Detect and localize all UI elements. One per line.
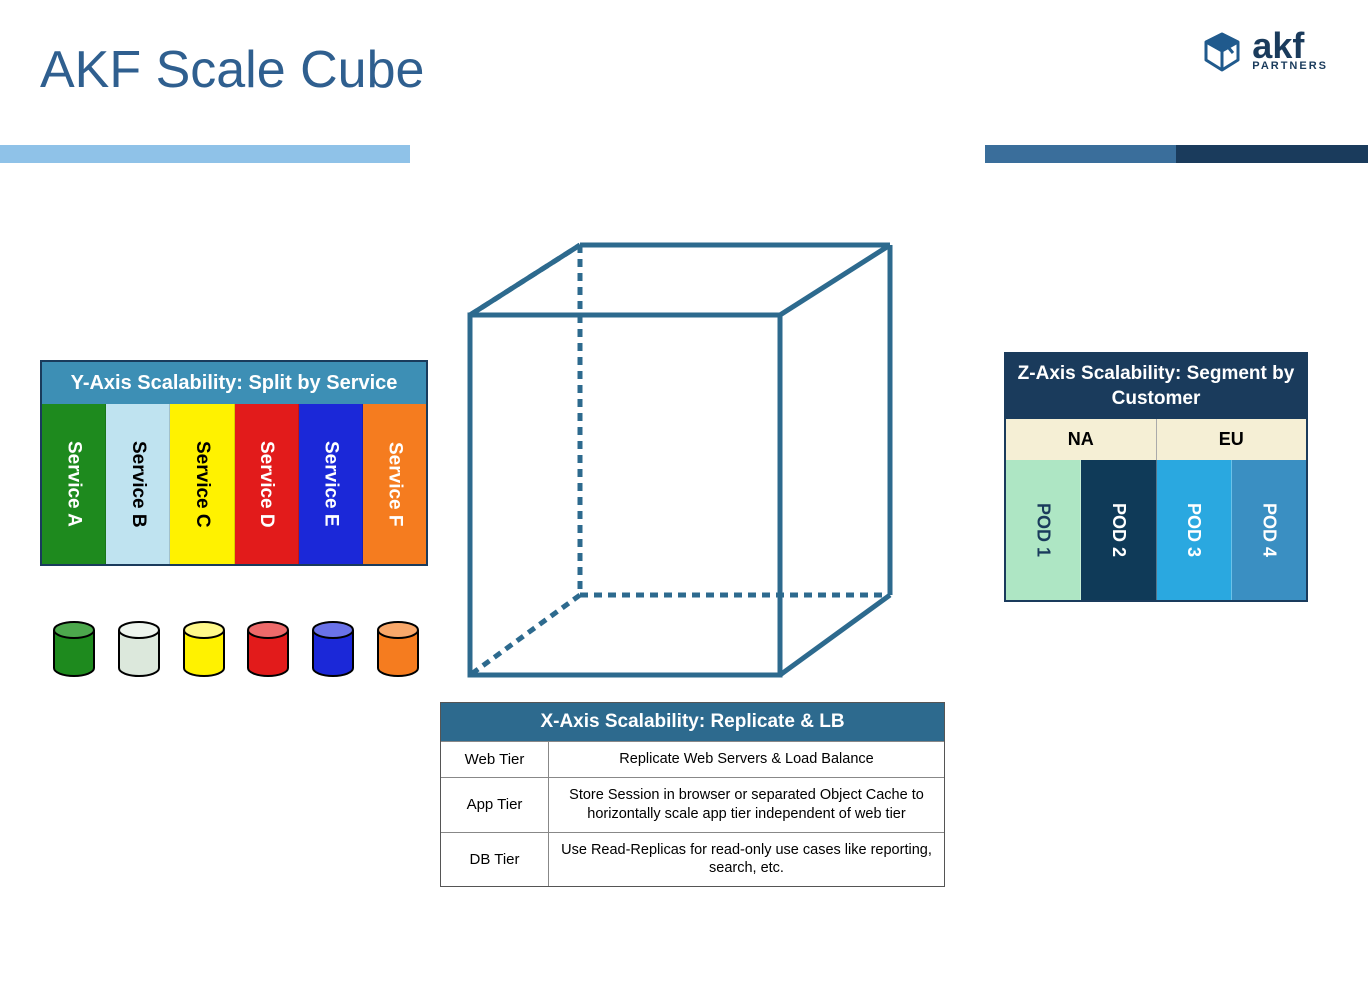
database-cylinder-icon (309, 620, 357, 678)
pod-label: POD 2 (1108, 503, 1129, 557)
x-row-label: Web Tier (441, 742, 549, 777)
divider-bar (0, 145, 1368, 163)
z-axis-header: Z-Axis Scalability: Segment by Customer (1006, 354, 1306, 419)
database-cylinder-icon (115, 620, 163, 678)
pod-label: POD 4 (1258, 503, 1279, 557)
database-cylinder-icon (244, 620, 292, 678)
y-axis-services-row: Service A Service B Service C Service D Serv… (42, 404, 426, 564)
pod-column: POD 2 (1081, 460, 1156, 600)
pod-column: POD 4 (1232, 460, 1306, 600)
z-axis-regions: NAEU (1006, 419, 1306, 460)
logo-brand-text: akf (1252, 32, 1328, 61)
divider-segment (410, 145, 985, 163)
pod-label: POD 3 (1183, 503, 1204, 557)
pod-column: POD 3 (1157, 460, 1232, 600)
y-axis-header: Y-Axis Scalability: Split by Service (42, 362, 426, 404)
logo-subtitle: PARTNERS (1252, 60, 1328, 72)
service-label: Service C (191, 441, 213, 528)
z-axis-panel: Z-Axis Scalability: Segment by Customer … (1004, 352, 1308, 602)
service-label: Service E (319, 441, 341, 527)
service-column: Service B (106, 404, 170, 564)
service-column: Service D (235, 404, 299, 564)
pod-label: POD 1 (1033, 503, 1054, 557)
pod-column: POD 1 (1006, 460, 1081, 600)
service-column: Service E (299, 404, 363, 564)
x-row-desc: Use Read-Replicas for read-only use case… (549, 833, 944, 887)
service-label: Service F (383, 442, 405, 527)
database-cylinder-icon (180, 620, 228, 678)
service-column: Service C (170, 404, 234, 564)
x-row-label: DB Tier (441, 833, 549, 887)
x-axis-row: App TierStore Session in browser or sepa… (441, 777, 944, 832)
divider-segment (1176, 145, 1368, 163)
x-axis-row: DB TierUse Read-Replicas for read-only u… (441, 832, 944, 887)
x-row-label: App Tier (441, 778, 549, 832)
x-axis-header: X-Axis Scalability: Replicate & LB (441, 703, 944, 741)
cube-logo-icon (1200, 30, 1244, 74)
x-axis-panel: X-Axis Scalability: Replicate & LB Web T… (440, 702, 945, 887)
z-region-label: NA (1006, 419, 1157, 460)
service-column: Service F (363, 404, 426, 564)
z-region-label: EU (1157, 419, 1307, 460)
service-label: Service A (63, 441, 85, 527)
y-axis-panel: Y-Axis Scalability: Split by Service Ser… (40, 360, 428, 566)
x-row-desc: Replicate Web Servers & Load Balance (549, 742, 944, 777)
service-label: Service D (255, 441, 277, 528)
z-axis-pods: POD 1 POD 2 POD 3 POD 4 (1006, 460, 1306, 600)
brand-logo: akf PARTNERS (1200, 30, 1328, 74)
x-row-desc: Store Session in browser or separated Ob… (549, 778, 944, 832)
service-label: Service B (127, 441, 149, 528)
x-axis-row: Web TierReplicate Web Servers & Load Bal… (441, 741, 944, 777)
scale-cube-diagram (460, 225, 900, 695)
divider-segment (0, 145, 410, 163)
page-title: AKF Scale Cube (40, 40, 424, 100)
y-axis-cylinders (42, 620, 430, 678)
database-cylinder-icon (50, 620, 98, 678)
service-column: Service A (42, 404, 106, 564)
database-cylinder-icon (374, 620, 422, 678)
divider-segment (985, 145, 1177, 163)
